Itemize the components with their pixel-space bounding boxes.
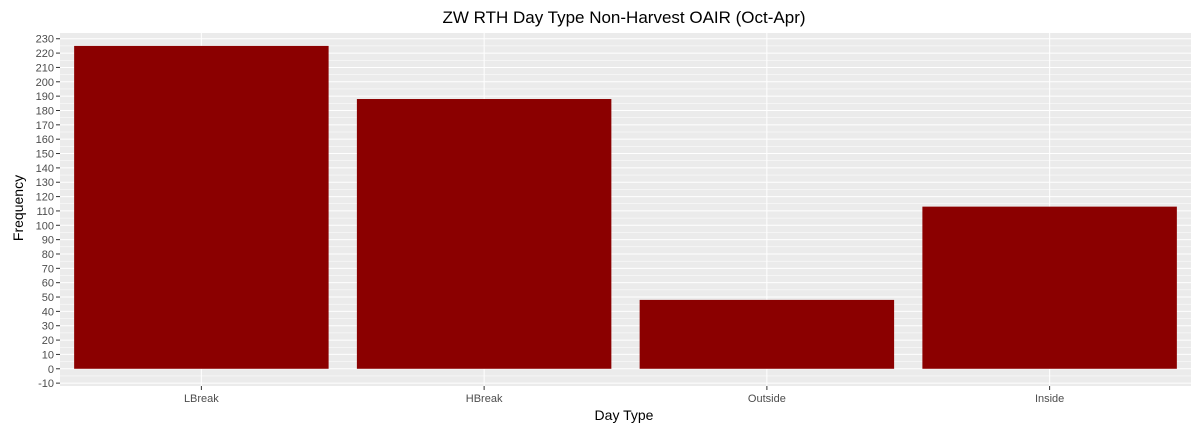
y-tick-label: 90: [42, 235, 54, 247]
y-tick-label: 70: [42, 263, 54, 275]
y-tick-label: 180: [36, 105, 54, 117]
y-tick-label: 10: [42, 349, 54, 361]
y-tick-label: 120: [36, 192, 54, 204]
y-tick-label: 60: [42, 278, 54, 290]
chart-title: ZW RTH Day Type Non-Harvest OAIR (Oct-Ap…: [442, 8, 805, 27]
y-tick-label: 160: [36, 134, 54, 146]
y-tick-label: 220: [36, 48, 54, 60]
x-axis-title: Day Type: [595, 407, 654, 423]
y-tick-label: 40: [42, 306, 54, 318]
x-tick-label: Outside: [748, 393, 786, 405]
x-tick-label: HBreak: [466, 393, 503, 405]
y-tick-label: 190: [36, 91, 54, 103]
y-tick-label: 80: [42, 249, 54, 261]
x-tick-label: LBreak: [184, 393, 219, 405]
y-tick-label: 110: [36, 206, 54, 218]
y-tick-label: 150: [36, 149, 54, 161]
y-tick-label: 200: [36, 77, 54, 89]
y-tick-label: 210: [36, 62, 54, 74]
y-axis: -10 0 10 20 30 40 50 60 70 80 90 100 110 120 130 140 150…: [36, 34, 60, 390]
y-tick-label: 30: [42, 321, 54, 333]
y-tick-label: 230: [36, 34, 54, 46]
y-tick-label: 100: [36, 220, 54, 232]
y-axis-title: Frequency: [10, 175, 26, 241]
y-tick-label: 140: [36, 163, 54, 175]
x-axis: LBreak HBreak Outside Inside: [184, 386, 1064, 405]
y-tick-label: 50: [42, 292, 54, 304]
y-tick-label: 20: [42, 335, 54, 347]
bar-hbreak: [356, 99, 612, 369]
y-tick-label: -10: [38, 378, 54, 390]
bar-lbreak: [74, 45, 329, 369]
bars: [74, 45, 1177, 369]
bar-inside: [922, 206, 1177, 369]
x-tick-label: Inside: [1035, 393, 1064, 405]
y-tick-label: 0: [48, 364, 54, 376]
y-tick-label: 170: [36, 120, 54, 132]
y-tick-label: 130: [36, 177, 54, 189]
bar-outside: [639, 299, 895, 369]
